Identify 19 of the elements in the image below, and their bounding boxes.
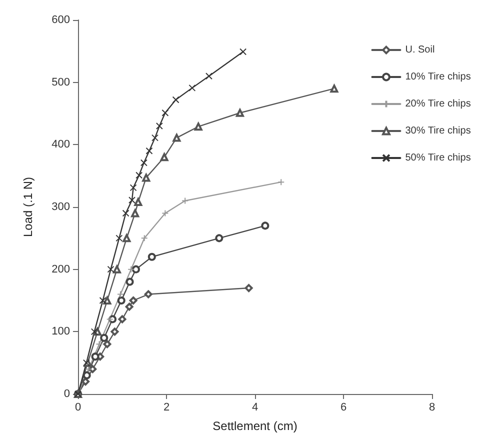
y-tick-label: 500 xyxy=(52,76,70,88)
y-tick-label: 400 xyxy=(52,138,70,151)
x-tick-label: 2 xyxy=(163,402,170,414)
x-tick-label: 6 xyxy=(340,402,347,414)
legend-label: U. Soil xyxy=(405,44,435,56)
y-tick-label: 100 xyxy=(52,326,70,338)
y-axis-title: Load (.1 N) xyxy=(21,176,35,238)
y-tick-label: 200 xyxy=(52,263,70,276)
y-tick-label: 0 xyxy=(64,388,70,400)
y-tick-label: 600 xyxy=(52,14,70,26)
legend-label: 50% Tire chips xyxy=(405,152,471,164)
legend-label: 10% Tire chips xyxy=(405,72,471,82)
x-tick-label: 8 xyxy=(428,402,436,414)
y-tick-label: 300 xyxy=(52,201,70,213)
legend-label: 30% Tire chips xyxy=(405,126,471,136)
x-tick-label: 4 xyxy=(252,402,258,414)
legend-label: 20% Tire chips xyxy=(405,98,471,110)
x-tick-label: 0 xyxy=(74,402,82,414)
x-axis-title: Settlement (cm) xyxy=(212,419,298,433)
